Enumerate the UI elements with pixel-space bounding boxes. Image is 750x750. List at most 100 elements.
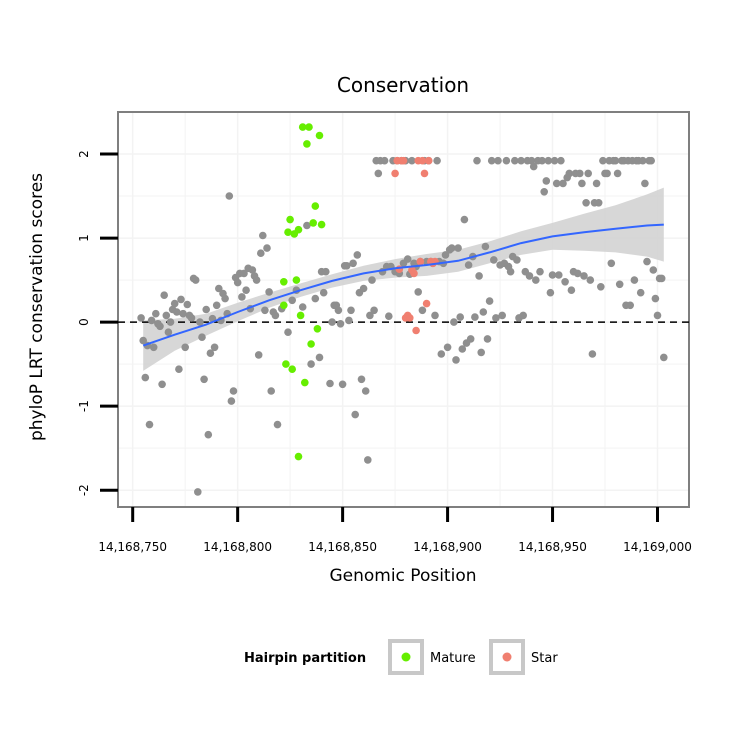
data-point-other	[370, 306, 378, 315]
data-point-other	[345, 316, 353, 325]
data-point-other	[544, 156, 553, 165]
data-point-other	[288, 296, 297, 305]
data-point-mature	[292, 276, 301, 284]
chart-title: Conservation	[337, 73, 469, 97]
x-tick-label: 14,168,800	[203, 540, 272, 554]
data-point-other	[183, 300, 192, 309]
data-point-other	[494, 156, 502, 165]
data-point-other	[139, 336, 147, 345]
data-point-other	[326, 379, 334, 388]
data-point-other	[565, 169, 574, 178]
data-point-other	[221, 294, 229, 303]
data-point-other	[408, 156, 416, 165]
data-point-other	[561, 278, 569, 286]
data-point-other	[588, 350, 597, 358]
data-point-other	[582, 199, 590, 207]
data-point-other	[573, 269, 582, 278]
data-point-other	[613, 169, 622, 178]
data-point-other	[597, 283, 605, 291]
data-point-star	[416, 257, 425, 266]
points-layer	[137, 123, 668, 496]
data-point-other	[261, 306, 269, 315]
data-point-other	[162, 311, 171, 320]
data-point-other	[181, 343, 189, 352]
data-point-other	[166, 318, 175, 326]
data-point-other	[359, 284, 368, 293]
data-point-other	[483, 335, 492, 343]
confidence-ribbon	[143, 187, 664, 371]
data-point-other	[647, 156, 655, 165]
data-point-other	[403, 255, 412, 263]
data-point-other	[307, 360, 315, 368]
data-point-other	[204, 430, 213, 439]
data-point-other	[368, 276, 376, 284]
data-point-other	[179, 309, 187, 318]
data-point-star	[395, 265, 404, 274]
data-point-other	[238, 293, 246, 301]
data-point-other	[626, 301, 634, 310]
data-point-other	[538, 156, 546, 165]
data-point-mature	[303, 140, 311, 148]
legend-dot-star	[502, 652, 512, 662]
data-point-other	[433, 156, 441, 165]
data-point-other	[578, 179, 586, 188]
data-point-star	[418, 156, 427, 165]
data-point-mature	[280, 278, 288, 286]
data-point-mature	[294, 452, 303, 461]
data-point-other	[164, 328, 173, 337]
data-point-other	[487, 156, 496, 165]
data-point-other	[156, 322, 164, 331]
data-point-other	[592, 179, 601, 188]
data-point-other	[611, 156, 620, 165]
data-point-other	[511, 156, 519, 165]
data-point-other	[196, 318, 204, 326]
data-point-other	[137, 314, 145, 322]
data-point-other	[418, 306, 427, 315]
data-point-other	[227, 397, 236, 405]
data-point-other	[567, 286, 576, 295]
data-point-other	[366, 311, 374, 320]
data-point-other	[532, 276, 540, 284]
data-point-other	[475, 272, 483, 280]
data-point-other	[437, 350, 446, 358]
data-point-other	[233, 278, 242, 287]
data-point-star	[410, 269, 418, 278]
data-point-other	[471, 313, 479, 321]
y-tick-label: 1	[77, 234, 91, 242]
data-point-mature	[307, 340, 315, 348]
data-point-mature	[305, 123, 313, 131]
data-point-other	[552, 179, 561, 188]
data-point-other	[380, 156, 389, 165]
data-point-other	[477, 348, 486, 357]
data-point-mature	[313, 325, 322, 333]
data-point-other	[630, 276, 639, 284]
data-point-other	[586, 276, 595, 284]
data-point-other	[303, 221, 311, 230]
x-axis-title: Genomic Position	[329, 566, 476, 586]
data-point-other	[657, 274, 666, 283]
data-point-mature	[282, 360, 290, 368]
data-point-mature	[301, 378, 309, 387]
data-point-other	[206, 349, 215, 358]
data-point-star	[399, 156, 408, 165]
data-point-mature	[288, 365, 297, 374]
data-point-other	[492, 314, 500, 322]
data-point-other	[267, 387, 276, 395]
data-point-other	[464, 261, 473, 269]
data-point-star	[391, 169, 399, 178]
data-point-other	[364, 456, 372, 464]
x-tick-label: 14,168,900	[413, 540, 482, 554]
data-point-other	[284, 328, 292, 337]
data-point-mature	[311, 202, 320, 210]
data-point-other	[594, 199, 603, 207]
data-point-other	[315, 353, 324, 362]
data-point-star	[422, 299, 431, 308]
data-point-other	[336, 320, 345, 328]
data-point-other	[550, 156, 559, 165]
y-axis-title: phyloP LRT conservation scores	[27, 173, 47, 441]
data-point-other	[473, 156, 481, 165]
data-point-other	[263, 244, 271, 252]
data-point-other	[555, 271, 563, 279]
confidence-ribbon-layer	[143, 187, 664, 371]
